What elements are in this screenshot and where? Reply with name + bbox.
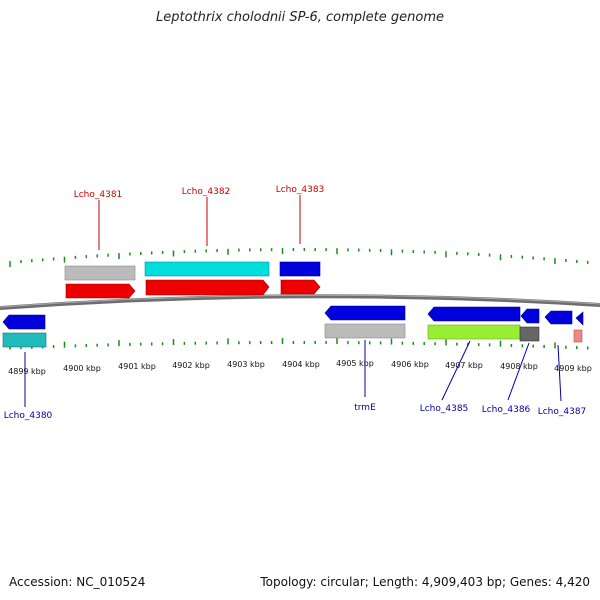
ruler-label: 4899 kbp [8,367,46,376]
genome-backbone-highlight [0,294,600,308]
ruler-label: 4900 kbp [63,364,101,373]
ruler-labels: 4899 kbp 4900 kbp 4901 kbp 4902 kbp 4903… [8,359,592,376]
feature-cds-lcho-4380[interactable] [2,332,47,348]
feature-gene-lcho-4382[interactable] [144,261,270,277]
gene-label-lcho-4386[interactable]: Lcho_4386 [482,405,531,415]
genome-summary: Topology: circular; Length: 4,909,403 bp… [260,575,590,589]
gene-label-lcho-4381[interactable]: Lcho_4381 [74,190,123,200]
ruler-label: 4903 kbp [227,360,265,369]
reverse-features [2,305,584,348]
ruler-label: 4909 kbp [554,364,592,373]
accession-text: Accession: NC_010524 [9,575,146,589]
feature-gene-lcho-4383[interactable] [279,261,321,277]
genome-backbone [0,294,600,310]
feature-cds-lcho-4383[interactable] [280,279,321,295]
gene-label-trme[interactable]: trmE [354,403,376,413]
ruler-ticks-top [9,248,589,268]
ruler-label: 4904 kbp [282,360,320,369]
feature-cds-lcho-4382[interactable] [145,279,270,296]
map-title: Leptothrix cholodnii SP-6, complete geno… [156,10,444,25]
leader-line [507,342,530,401]
gene-label-lcho-4380[interactable]: Lcho_4380 [4,411,53,421]
feature-cds-lcho-4385[interactable] [427,324,521,340]
bottom-gene-labels: Lcho_4380 trmE Lcho_4385 Lcho_4386 Lcho_… [4,340,587,421]
leader-line [557,344,562,402]
gene-label-lcho-4382[interactable]: Lcho_4382 [182,187,231,197]
ruler-label: 4902 kbp [172,361,210,370]
gene-label-lcho-4383[interactable]: Lcho_4383 [276,185,325,195]
ruler-label: 4906 kbp [391,360,429,369]
feature-gene-lcho-4380[interactable] [2,314,46,330]
forward-features [64,261,321,299]
feature-gene-trme[interactable] [324,305,406,321]
feature-gene-lcho-4387a[interactable] [544,310,573,325]
ruler-label: 4901 kbp [118,362,156,371]
feature-cds-lcho-4387[interactable] [573,329,583,343]
top-gene-labels: Lcho_4381 Lcho_4382 Lcho_4383 [74,185,325,250]
ruler-label: 4908 kbp [500,362,538,371]
feature-gene-lcho-4386[interactable] [520,308,540,324]
ruler-label: 4907 kbp [445,361,483,370]
feature-cds-lcho-4381[interactable] [65,283,136,299]
feature-cds-lcho-4386[interactable] [519,326,540,342]
feature-gene-lcho-4385[interactable] [427,306,521,322]
ruler-label: 4905 kbp [336,359,374,368]
ruler-ticks-bottom [9,338,589,350]
feature-gene-lcho-4381[interactable] [64,265,136,281]
leader-line [441,340,471,401]
gene-label-lcho-4385[interactable]: Lcho_4385 [420,404,469,414]
feature-cds-trme[interactable] [324,323,406,339]
feature-gene-lcho-4387b[interactable] [575,311,584,326]
gene-label-lcho-4387[interactable]: Lcho_4387 [538,407,587,417]
